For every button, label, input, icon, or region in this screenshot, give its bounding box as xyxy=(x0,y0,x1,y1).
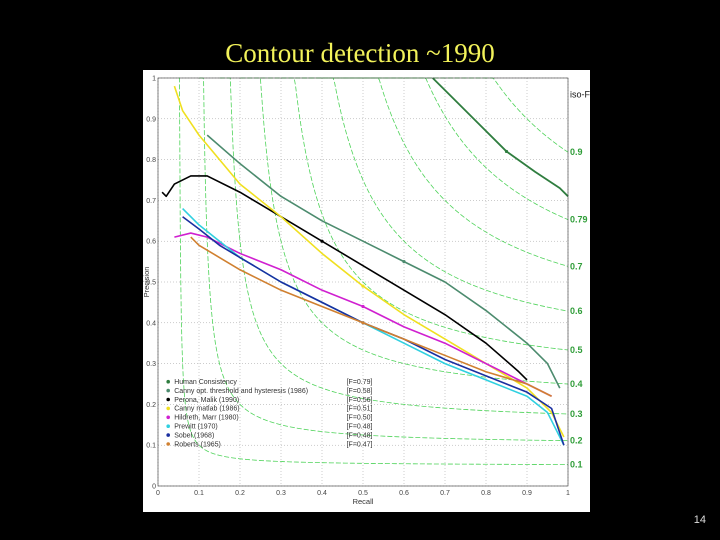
legend-entry-fscore: [F=0.48] xyxy=(347,432,373,439)
x-tick-label: 0.7 xyxy=(440,490,450,497)
iso-f-label: 0.6 xyxy=(570,306,583,316)
series-line xyxy=(190,236,552,397)
plot-frame xyxy=(157,77,569,487)
y-tick-label: 0.7 xyxy=(146,198,156,205)
legend-entry-fscore: [F=0.51] xyxy=(347,406,373,413)
iso-f-curve xyxy=(320,77,569,220)
iso-f-label: 0.1 xyxy=(570,460,583,470)
legend-entry-fscore: [F=0.79] xyxy=(347,379,373,386)
x-tick-label: 0.1 xyxy=(194,490,204,497)
x-tick-label: 1 xyxy=(566,490,570,497)
legend-entry-name: Human Consistency xyxy=(174,379,237,386)
legend-entry-name: Canny matlab (1986) xyxy=(174,406,239,413)
legend-marker xyxy=(166,442,170,446)
x-axis-label: Recall xyxy=(353,497,374,506)
legend-entry-name: Hildreth, Marr (1980) xyxy=(174,415,239,422)
legend-entry-name: Roberts (1965) xyxy=(174,441,221,448)
legend-entry-fscore: [F=0.58] xyxy=(347,388,373,395)
y-tick-label: 0.2 xyxy=(146,402,156,409)
series-point xyxy=(504,149,509,154)
series-lines xyxy=(161,77,569,446)
y-tick-label: 0.3 xyxy=(146,361,156,368)
x-tick-label: 0.6 xyxy=(399,490,409,497)
x-tick-label: 0.4 xyxy=(317,490,327,497)
legend-entry-name: Sobel (1968) xyxy=(174,432,214,439)
legend-marker xyxy=(166,415,170,420)
iso-f-label: 0.2 xyxy=(570,436,583,446)
iso-f-curve xyxy=(301,77,569,267)
iso-f-curve xyxy=(281,77,569,312)
y-tick-label: 0.4 xyxy=(146,320,156,327)
y-tick-label: 0 xyxy=(152,484,156,491)
legend-marker xyxy=(166,379,170,384)
y-tick-label: 0.1 xyxy=(146,443,156,450)
slide-title: Contour detection ~1990 xyxy=(225,38,495,68)
legend-entry-fscore: [F=0.50] xyxy=(347,415,373,422)
y-tick-label: 0.9 xyxy=(146,116,156,123)
series-line xyxy=(173,85,565,438)
y-tick-label: 1 xyxy=(152,76,156,83)
series-point xyxy=(361,304,365,309)
iso-f-label: 0.5 xyxy=(570,345,583,355)
x-tick-label: 0.2 xyxy=(235,490,245,497)
legend: Human Consistency [F=0.79] Canny opt. thre… xyxy=(166,379,373,448)
page-number: 14 xyxy=(693,514,706,526)
legend-entry-fscore: [F=0.56] xyxy=(347,397,373,404)
iso-f-label: 0.79 xyxy=(570,215,588,225)
iso-f-label: 0.9 xyxy=(570,147,583,157)
iso-f-curve xyxy=(178,77,569,465)
iso-f-curve xyxy=(199,77,569,442)
legend-entry-fscore: [F=0.48] xyxy=(347,424,373,431)
legend-marker xyxy=(166,397,170,402)
x-tick-label: 0.5 xyxy=(358,490,368,497)
series-point xyxy=(361,284,365,288)
y-tick-label: 0.5 xyxy=(146,280,156,287)
iso-f-title: iso-F xyxy=(570,89,590,99)
x-tick-label: 0.8 xyxy=(481,490,491,497)
x-tick-label: 0 xyxy=(156,490,160,497)
iso-f-curve xyxy=(342,77,569,153)
iso-f-curves: 0.9 0.79 0.7 0.6 0.5 0.4 0.3 0.2 0.1 iso-F xyxy=(178,77,590,470)
iso-f-label: 0.3 xyxy=(570,409,583,419)
y-tick-label: 0.8 xyxy=(146,157,156,164)
axes: 0 0.1 0.2 0.3 0.4 0.5 0.6 0.7 0.8 0.9 1 0 0.1 0.2 0.3 0… xyxy=(143,76,570,507)
series-line xyxy=(174,232,552,397)
x-tick-label: 0.3 xyxy=(276,490,286,497)
legend-entry-name: Perona, Malik (1990) xyxy=(174,397,239,404)
iso-f-label: 0.4 xyxy=(570,379,583,389)
y-tick-label: 0.6 xyxy=(146,239,156,246)
legend-marker xyxy=(166,424,170,429)
legend-entry-fscore: [F=0.47] xyxy=(347,441,373,448)
legend-entry-name: Prewitt (1970) xyxy=(174,424,218,431)
series-point xyxy=(402,260,406,264)
series-point xyxy=(361,321,365,325)
iso-f-label: 0.7 xyxy=(570,261,583,271)
iso-f-curve xyxy=(219,77,569,415)
legend-marker xyxy=(166,388,170,393)
series-line xyxy=(161,175,528,381)
chart-panel: 0.9 0.79 0.7 0.6 0.5 0.4 0.3 0.2 0.1 iso-F 0 0.1 0.… xyxy=(143,70,590,512)
legend-marker xyxy=(166,433,170,437)
x-tick-label: 0.9 xyxy=(522,490,532,497)
series-point xyxy=(320,239,324,243)
y-axis-label: Precision xyxy=(143,267,151,298)
legend-marker xyxy=(166,406,170,411)
legend-entry-name: Canny opt. threshold and hysteresis (198… xyxy=(174,388,308,395)
